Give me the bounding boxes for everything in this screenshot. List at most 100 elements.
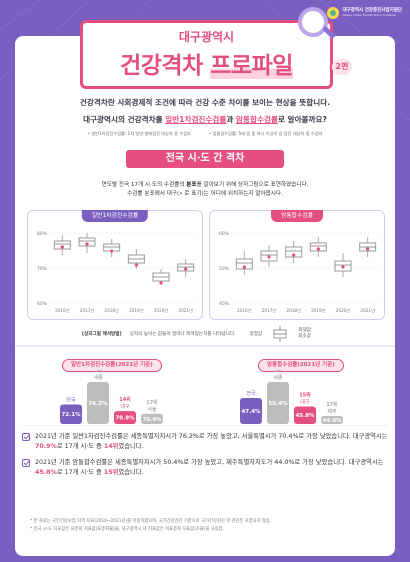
category-label: 대구: [120, 403, 130, 410]
rank-label: 17위: [146, 399, 158, 406]
x-tick-label: 2019년: [311, 307, 326, 313]
summary-item-1: 2021년 기준 일반1차검진수검률은 세종특별자치시가 76.2%로 가장 높…: [22, 432, 388, 452]
boxplot-right-title: 암통합수검률: [271, 210, 323, 222]
x-tick-label: 2020년: [154, 307, 169, 313]
legend-median: 중앙값: [249, 332, 263, 337]
daegu-point: [110, 249, 114, 253]
boxplot-panel-right: 암통합수검률 60% 50% 40% 2016년 2017년 2018년 2019년 2020…: [209, 210, 385, 320]
boxplot-legend: [상자그림 해석방법] 상자의 높이는 값들이 얼마나 퍼져있는지를 나타냅니다…: [82, 325, 382, 343]
legend-box-icon: [273, 326, 287, 342]
boxplot-left: 80% 70% 60% 2016년 2017년 2018년 2019년 2020년 2021년: [37, 231, 198, 313]
daegu-point: [341, 265, 345, 269]
bar: [87, 382, 109, 424]
y-tick-label: 40%: [219, 301, 230, 307]
bar: [141, 413, 163, 424]
bar: [114, 411, 136, 424]
page-title: 건강격차 프로파일: [120, 53, 293, 79]
daegu-point: [159, 281, 163, 285]
x-tick-label: 2019년: [129, 307, 144, 313]
intro-note2: • 암통합수검률: 5대 암 중 하나 이상의 암 검진 대상자 중 수검자: [208, 131, 323, 136]
rank-label: 1위: [274, 370, 282, 374]
title-box: 대구광역시 건강격차 프로파일 2편: [80, 20, 352, 94]
rank-label: 17위: [326, 401, 338, 408]
category-label: 대구: [300, 398, 310, 405]
logo-subtitle: 건강증진사업지원단: [364, 8, 402, 13]
x-tick-label: 2016년: [55, 307, 70, 313]
boxplot-right: 60% 50% 40% 2016년 2017년 2018년 2019년 2020년 2021년: [219, 231, 380, 313]
logo-name: 대구광역시: [342, 8, 364, 13]
rank-label: 15위: [299, 391, 311, 398]
x-tick-label: 2018년: [286, 307, 301, 313]
rank-label: 1위: [94, 370, 102, 374]
bar-value-label: 45.8%: [295, 413, 315, 419]
daegu-point: [134, 263, 138, 267]
category-label: 전국: [246, 390, 256, 397]
x-tick-label: 2017년: [262, 307, 277, 313]
summary-item-2: 2021년 기준 암통합수검률은 세종특별자치시가 50.4%로 가장 높았고,…: [22, 458, 388, 478]
bar-chart-left-title: 일반1차검진수검률(2021년 기준): [62, 359, 162, 372]
y-tick-label: 50%: [219, 266, 230, 272]
footnote-2: * 전국 시·도 지표값은 표준화 지표값(표준화율)을, 대구광역시 내 지표…: [30, 527, 225, 532]
edition-badge: 2편: [332, 59, 352, 75]
y-tick-label: 60%: [37, 301, 48, 307]
box: [53, 240, 71, 250]
header-subtitle: 대구광역시: [178, 30, 235, 44]
intro-line2: 대구광역시의 건강격차를 일반1차검진수검률과 암통합수검률로 알아볼까요?: [83, 115, 327, 124]
check-icon: [22, 459, 30, 467]
bar: [60, 404, 82, 424]
bar-chart-right-title: 암통합수검률(2021년 기준): [258, 359, 344, 372]
y-tick-label: 80%: [37, 231, 48, 237]
daegu-point: [242, 265, 246, 269]
y-tick-label: 70%: [37, 266, 48, 272]
category-label: 서울: [147, 406, 157, 413]
bar-value-label: 50.4%: [268, 401, 288, 407]
bar: [240, 397, 262, 424]
logo-icon: [327, 7, 340, 19]
daegu-point: [60, 245, 64, 249]
category-label: 제주: [327, 408, 337, 415]
divider: [15, 345, 395, 347]
bar-value-label: 44.0%: [322, 418, 342, 424]
x-tick-label: 2018년: [104, 307, 119, 313]
x-tick-label: 2021년: [360, 307, 375, 313]
daegu-point: [267, 255, 271, 259]
section-description: 연도별 전국 17개 시·도의 수검률의 분포를 알아보기 위해 상자그림으로 …: [101, 182, 309, 197]
bar-value-label: 76.2%: [88, 401, 108, 407]
logo: 대구광역시 건강증진사업지원단 Daegu Public Health Poli…: [327, 7, 402, 19]
bar-value-label: 70.9%: [115, 416, 135, 422]
legend-text: 상자의 높이는 값들이 얼마나 퍼져있는지를 나타냅니다.: [129, 332, 236, 337]
legend-min: 최솟값: [298, 334, 311, 339]
daegu-point: [184, 267, 188, 271]
logo-sub-en: Daegu Public Health Policy Institute: [342, 13, 396, 17]
x-tick-label: 2017년: [80, 307, 95, 313]
check-icon: [22, 433, 30, 441]
bar-charts: 72.1%전국76.2%세종1위70.9%대구14위70.4%서울17위47.4…: [60, 370, 343, 424]
intro: 건강격차란 사회경제적 조건에 따라 건강 수준 차이를 보이는 현상을 뜻합니…: [22, 97, 388, 137]
x-tick-label: 2021년: [178, 307, 193, 313]
boxplot-left-title: 일반1차검진수검률: [81, 210, 149, 222]
rank-label: 14위: [119, 396, 131, 403]
y-tick-label: 60%: [219, 231, 230, 237]
box: [285, 246, 303, 258]
legend-max: 최댓값: [298, 328, 311, 333]
box: [235, 258, 253, 270]
bar-value-label: 70.4%: [142, 417, 162, 423]
summary: 2021년 기준 일반1차검진수검률은 세종특별자치시가 76.2%로 가장 높…: [22, 425, 388, 513]
footnotes: * 본 자료는 국민건강보험 지역 지표(2016~2021년)를 이용하였으며…: [30, 518, 380, 534]
bar: [294, 406, 316, 424]
legend-label: [상자그림 해석방법]: [82, 332, 122, 337]
box: [78, 237, 96, 247]
bar: [321, 416, 343, 424]
category-label: 세종: [93, 374, 103, 381]
magnifier-icon: [298, 7, 328, 37]
intro-note1: • 일반1차검진수검률: 1차 일반·생애검진 대상자 중 수검자: [87, 131, 191, 136]
x-tick-label: 2016년: [237, 307, 252, 313]
daegu-point: [316, 247, 320, 251]
box: [309, 242, 327, 252]
bar: [267, 382, 289, 424]
daegu-point: [85, 242, 89, 246]
boxplot-panel-left: 일반1차검진수검률 80% 70% 60% 2016년 2017년 2018년 2019년 2…: [27, 210, 203, 320]
category-label: 세종: [273, 374, 283, 381]
bar-value-label: 47.4%: [241, 409, 261, 415]
footnote-1: * 본 자료는 국민건강보험 지역 지표(2016~2021년)를 이용하였으며…: [30, 519, 272, 524]
